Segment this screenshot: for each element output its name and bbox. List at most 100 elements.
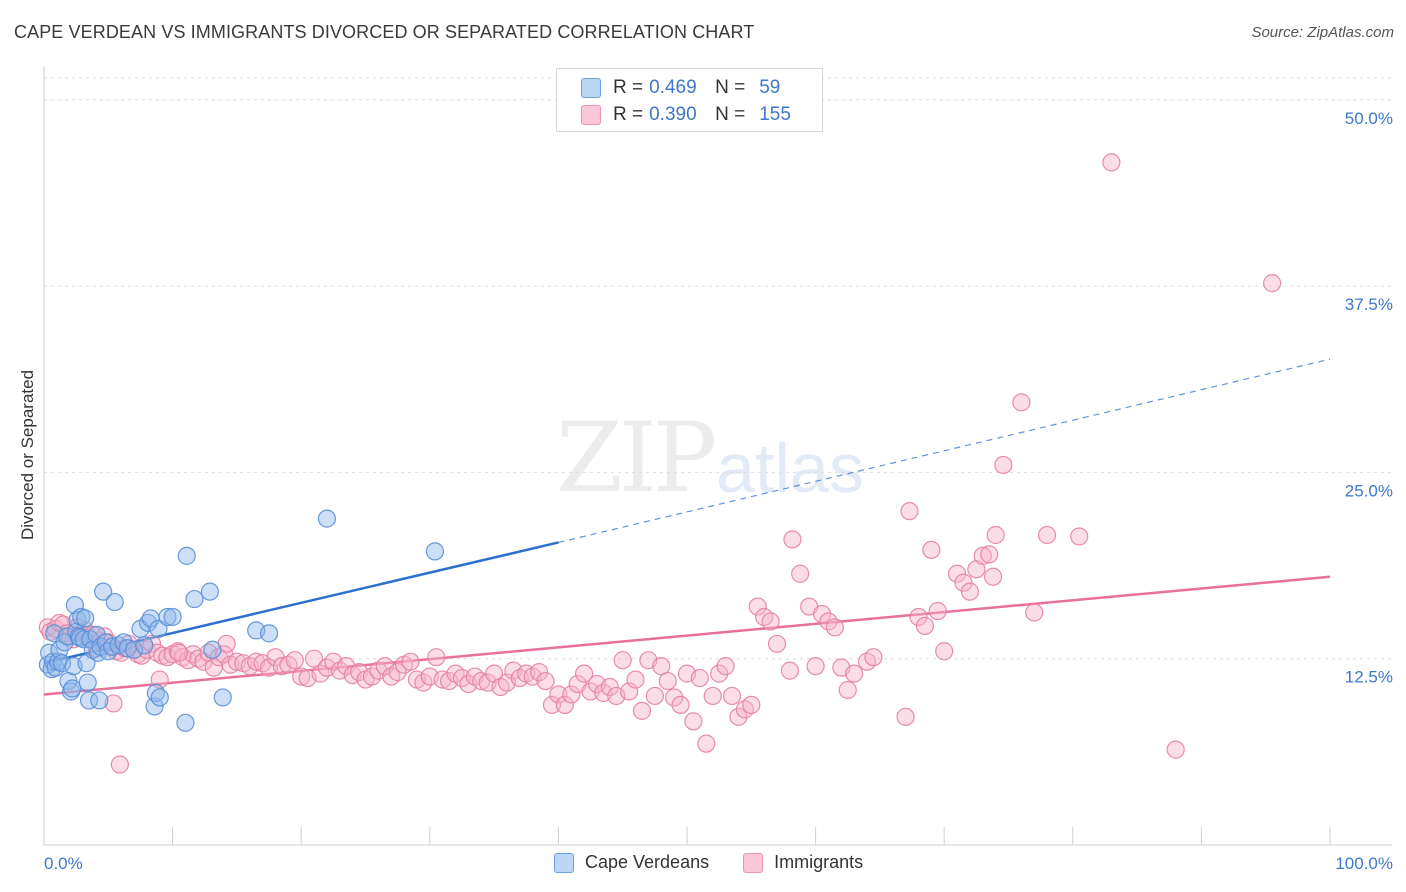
immigrants-point xyxy=(783,530,802,549)
immigrants-point xyxy=(292,667,311,686)
immigrants-point xyxy=(632,701,652,720)
immigrants-point xyxy=(104,694,123,713)
cape-verdeans-point xyxy=(135,636,154,655)
cape-verdeans-point xyxy=(61,682,81,701)
immigrants-point xyxy=(767,634,787,653)
immigrants-point xyxy=(665,688,684,707)
tick-labels: 12.5% 25.0% 37.5% 50.0% 0.0% 100.0% xyxy=(44,109,1393,873)
immigrants-point xyxy=(915,616,935,636)
cape-verdeans-point xyxy=(203,640,222,659)
immigrants-point xyxy=(1102,153,1121,172)
n-value: 59 xyxy=(759,77,781,98)
immigrants-point xyxy=(645,686,664,706)
immigrants-point xyxy=(838,680,857,700)
immigrants-point xyxy=(163,645,182,664)
cape-verdeans-point xyxy=(105,592,124,612)
immigrants-point xyxy=(845,664,864,683)
immigrants-point xyxy=(600,677,619,697)
immigrants-point xyxy=(110,755,129,774)
cape-verdeans-point xyxy=(79,691,99,710)
immigrants-point xyxy=(980,545,999,564)
immigrants-point xyxy=(562,685,581,704)
immigrants-point xyxy=(748,597,767,616)
legend-label: Cape Verdeans xyxy=(585,852,710,872)
immigrants-point xyxy=(864,648,883,667)
cape-verdeans-point xyxy=(163,607,182,627)
cape-verdeans-point xyxy=(103,637,122,656)
data-points xyxy=(38,153,1282,774)
series-legend: Cape Verdeans Immigrants xyxy=(554,852,897,873)
immigrants-point xyxy=(401,652,420,671)
cape-verdeans-point xyxy=(213,688,232,707)
cape-verdeans-point xyxy=(150,688,169,707)
cape-verdeans-point xyxy=(425,542,445,561)
immigrants-point xyxy=(1166,740,1185,759)
cape-verdeans-swatch xyxy=(554,852,574,873)
n-label: N = xyxy=(715,104,746,125)
immigrants-point xyxy=(761,612,780,631)
grid-lines xyxy=(44,77,1392,660)
cape-verdeans-point xyxy=(124,640,144,659)
cape-verdeans-point xyxy=(185,589,204,609)
immigrants-swatch xyxy=(743,852,764,873)
immigrants-point xyxy=(1070,527,1089,546)
immigrants-point xyxy=(169,643,189,662)
watermark-zip: ZIP xyxy=(556,402,717,514)
immigrants-point xyxy=(1037,525,1057,545)
cape-verdeans-point xyxy=(76,609,95,628)
cape-verdeans-point xyxy=(52,654,72,673)
r-value: 0.469 xyxy=(649,77,697,98)
immigrants-trend-line xyxy=(43,575,1331,696)
immigrants-point xyxy=(158,648,177,667)
cape-verdeans-point xyxy=(63,679,82,698)
watermark-atlas: atlas xyxy=(716,429,864,507)
r-label: R = xyxy=(613,104,644,125)
y-tick-label: 37.5% xyxy=(1345,295,1393,314)
immigrants-point xyxy=(780,661,799,680)
immigrants-point xyxy=(697,734,716,753)
cape-verdeans-point xyxy=(94,582,113,601)
immigrants-point xyxy=(983,567,1003,586)
immigrants-point xyxy=(960,582,980,601)
legend-item-immigrants[interactable]: Immigrants xyxy=(743,852,863,873)
immigrants-point xyxy=(722,686,742,706)
cape-verdeans-point xyxy=(158,607,177,627)
cape-verdeans-point xyxy=(90,691,109,710)
r-label: R = xyxy=(613,77,644,98)
immigrants-point xyxy=(994,455,1013,475)
n-value: 155 xyxy=(759,104,791,125)
immigrants-point xyxy=(825,618,844,637)
immigrants-point xyxy=(986,525,1005,545)
y-tick-label: 50.0% xyxy=(1345,109,1393,128)
source-label[interactable]: Source: ZipAtlas.com xyxy=(1251,24,1394,41)
immigrants-point xyxy=(613,651,632,670)
immigrants-point xyxy=(947,564,967,583)
immigrants-point xyxy=(555,695,574,715)
immigrants-point xyxy=(575,664,594,683)
stats-legend: R = 0.469 N = 59 R = 0.390 N = 155 xyxy=(556,68,823,132)
immigrants-point xyxy=(150,670,169,689)
immigrants-point xyxy=(710,664,729,683)
immigrants-point xyxy=(973,546,992,565)
immigrants-point xyxy=(806,657,825,676)
immigrants-point xyxy=(658,671,677,691)
immigrants-point xyxy=(896,707,915,726)
immigrants-point xyxy=(427,648,446,667)
x-tick-label: 0.0% xyxy=(44,854,83,873)
cape-verdeans-trend-extension xyxy=(558,358,1331,544)
cape-verdeans-point xyxy=(177,546,196,565)
r-value: 0.390 xyxy=(649,104,697,125)
immigrants-point xyxy=(1025,603,1044,622)
immigrants-point xyxy=(954,573,973,592)
axes xyxy=(43,66,1392,846)
immigrants-point xyxy=(189,649,208,668)
legend-item-cape-verdeans[interactable]: Cape Verdeans xyxy=(554,852,709,873)
immigrants-point xyxy=(742,695,761,715)
immigrants-point xyxy=(1012,393,1031,412)
immigrants-point xyxy=(549,685,568,704)
y-tick-label: 12.5% xyxy=(1345,668,1393,687)
immigrants-point xyxy=(542,695,562,715)
immigrants-point xyxy=(671,695,690,715)
stats-row-immigrants: R = 0.390 N = 155 xyxy=(581,104,791,126)
immigrants-point xyxy=(536,671,555,691)
